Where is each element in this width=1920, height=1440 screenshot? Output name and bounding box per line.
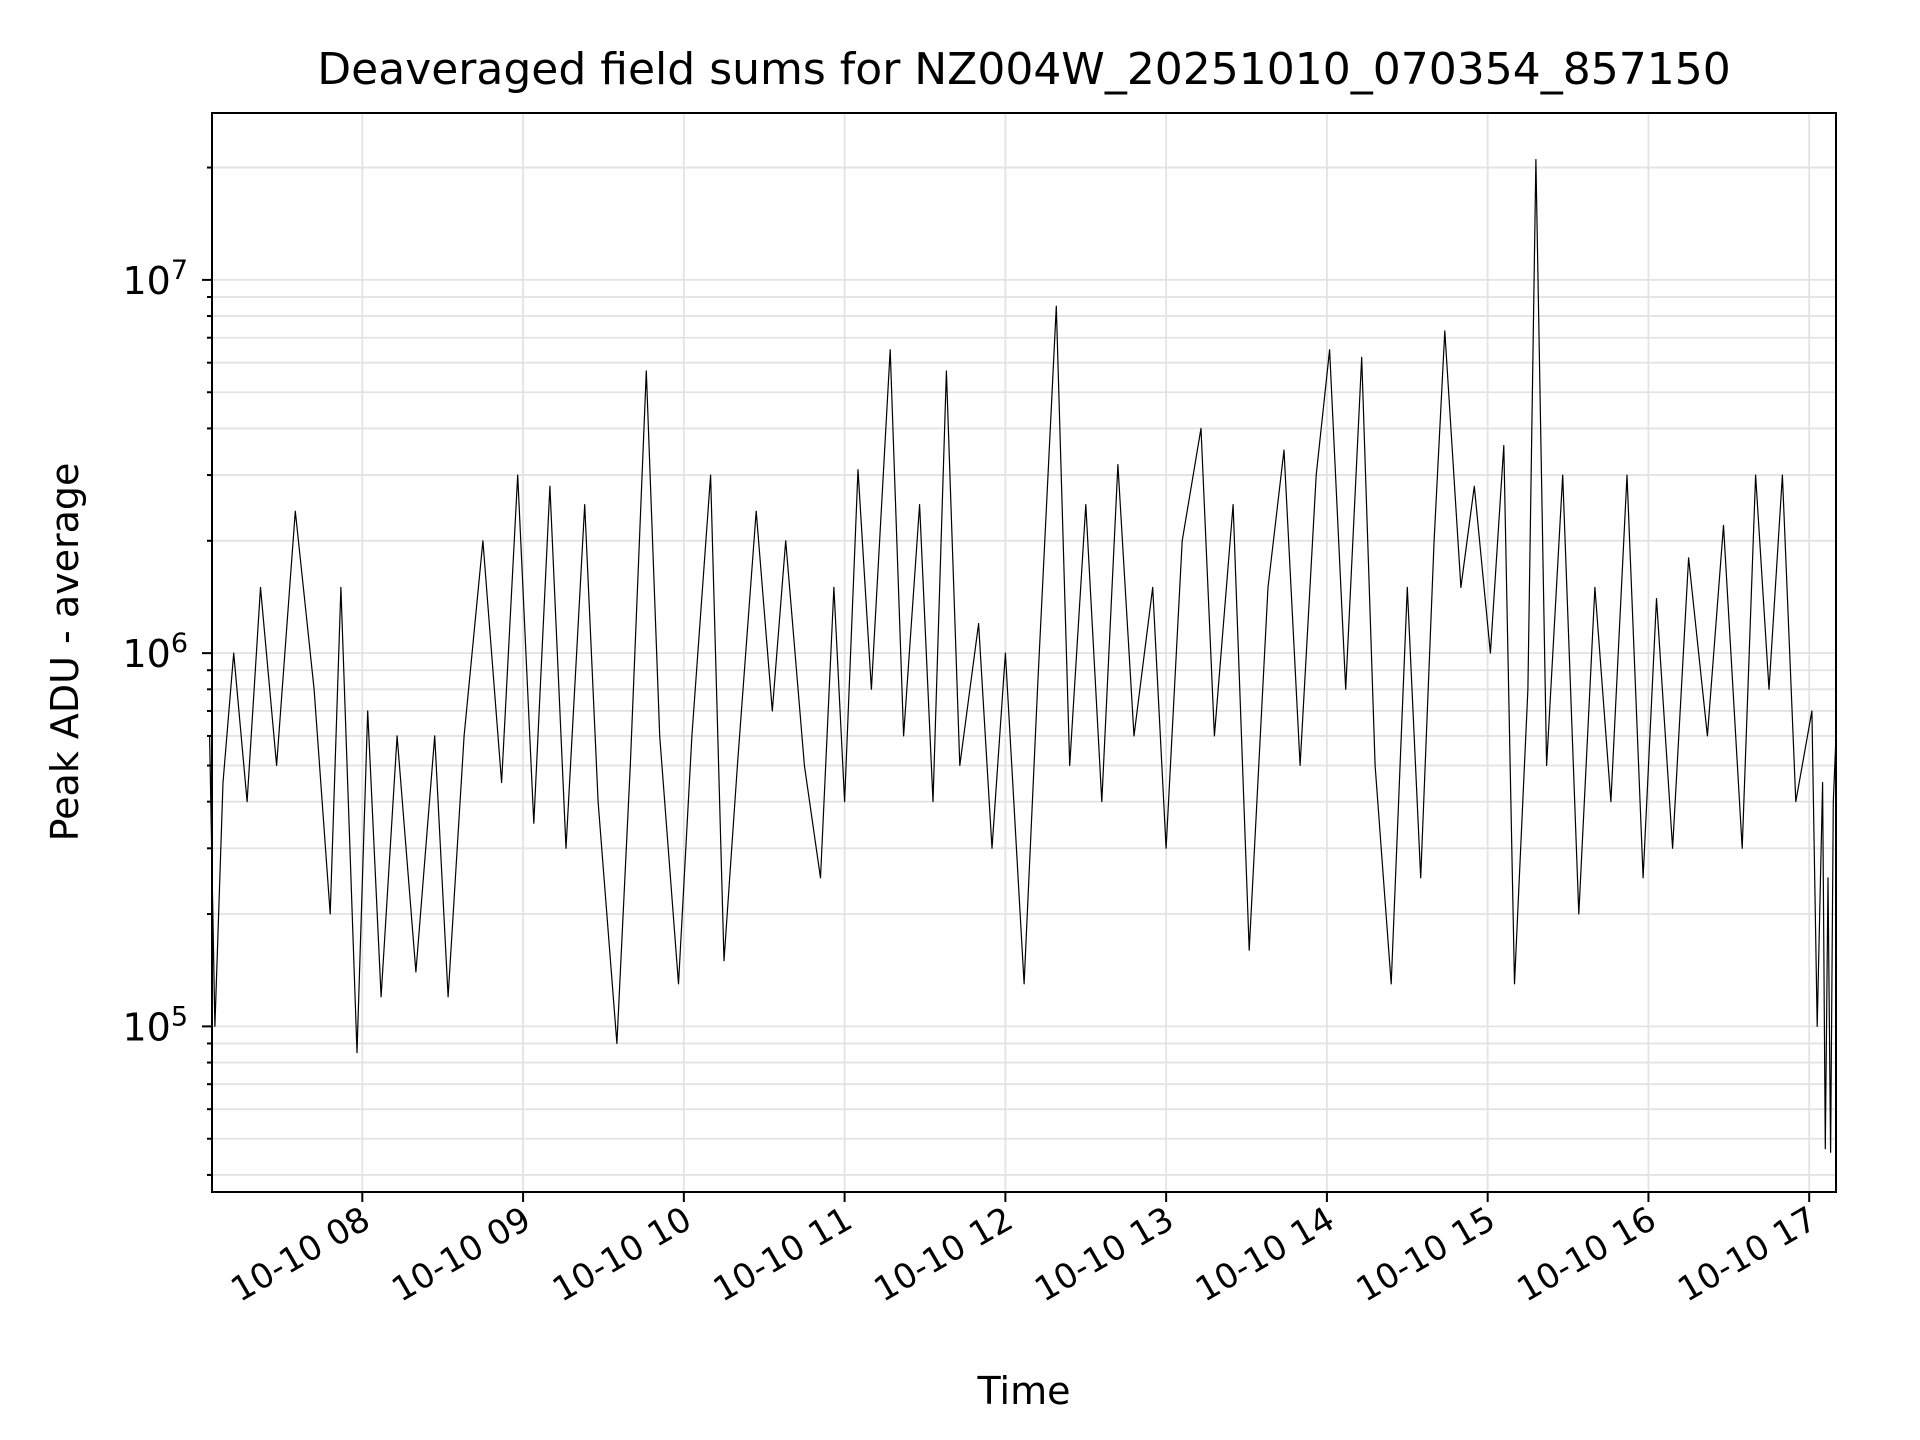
y-axis: 105 106 107 [122,166,212,1176]
series-line [209,159,1837,1153]
chart-title: Deaveraged field sums for NZ004W_2025101… [317,44,1730,95]
y-tick-label: 105 [122,1001,188,1050]
grid [212,113,1836,1192]
y-axis-label: Peak ADU - average [43,463,87,842]
y-tick-label: 107 [122,254,188,303]
series-layer [209,159,1837,1153]
y-tick-label: 106 [122,628,188,677]
x-axis-label: Time [977,1369,1071,1413]
